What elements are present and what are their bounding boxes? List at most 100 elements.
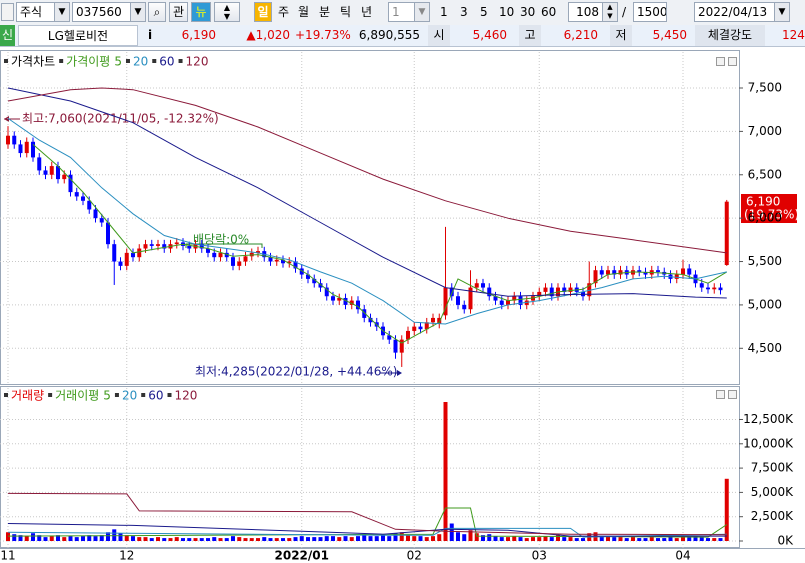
candle-body <box>24 141 29 154</box>
candle-body <box>662 271 667 275</box>
candle-body <box>237 261 242 266</box>
volume-bar <box>424 537 429 542</box>
code-input[interactable]: 037560 ▼ <box>72 2 146 22</box>
news-button[interactable]: 뉴 <box>191 2 211 22</box>
period: 틱 <box>340 5 352 19</box>
volume-bar <box>574 538 579 542</box>
legend-entry: 120 <box>186 55 209 69</box>
volume-bar <box>643 538 648 542</box>
interval-button[interactable]: 5 <box>480 2 494 22</box>
candle-body <box>537 291 542 297</box>
stock-name: LG헬로비전 <box>18 25 138 46</box>
button-label: 뉴 <box>195 5 207 19</box>
candle-body <box>112 244 117 262</box>
total-input[interactable]: 1500 <box>633 2 667 22</box>
interval: 30 <box>520 5 536 19</box>
candle-body <box>306 274 310 279</box>
candle-body <box>412 326 417 331</box>
candle-body <box>474 283 479 288</box>
x-tick-label: 2022/01 <box>275 549 329 563</box>
count-input[interactable]: 108 ▲ ▼ <box>568 2 618 22</box>
volume-bar <box>449 523 454 542</box>
volume-bar <box>343 536 348 542</box>
event-bracket <box>185 243 263 248</box>
panel-button[interactable] <box>728 57 737 66</box>
candle-body <box>187 245 192 249</box>
candle-body <box>299 268 304 275</box>
period-button[interactable]: 분 <box>319 2 335 22</box>
volume-bar <box>287 538 292 542</box>
volume-bar <box>262 537 267 542</box>
candle-body <box>168 244 173 249</box>
volume-bar <box>518 537 523 542</box>
high-label: 고 <box>519 25 541 46</box>
candle-body <box>124 252 129 266</box>
volume-bar <box>106 532 110 542</box>
candle-body <box>487 287 492 297</box>
candle-body <box>49 166 54 175</box>
volume-bar <box>18 535 23 542</box>
candle-body <box>81 196 85 201</box>
moving-average-line <box>7 492 727 536</box>
panel-button[interactable] <box>716 57 725 66</box>
date-input[interactable]: 2022/04/13 ▼ <box>694 2 790 22</box>
candle-body <box>556 287 560 297</box>
volume-bar <box>706 538 710 542</box>
candle-body <box>243 256 248 262</box>
volume-bar <box>356 536 360 542</box>
period-button[interactable]: 월 <box>298 2 314 22</box>
candle-body <box>481 283 485 288</box>
candle-body <box>443 287 448 316</box>
interval-select[interactable]: 1 ▼ <box>388 2 430 22</box>
date: 2022/04/13 <box>698 5 768 19</box>
interval-button[interactable]: 60 <box>541 2 559 22</box>
candle-body <box>493 296 498 301</box>
legend-marker <box>141 393 146 397</box>
price-panel <box>0 50 740 385</box>
period-button[interactable]: 주 <box>278 2 294 22</box>
candle-body <box>206 248 210 253</box>
market-select[interactable]: 주식 ▼ <box>16 2 70 22</box>
candle-body <box>99 218 104 223</box>
search-button[interactable]: ⌕ <box>148 2 166 22</box>
watch-button[interactable]: 관 <box>169 2 188 22</box>
period-button[interactable]: 일 <box>254 2 272 22</box>
candle-body <box>431 317 435 323</box>
volume-bar <box>431 536 435 542</box>
volume-bar <box>62 537 67 542</box>
candle-body <box>437 317 442 325</box>
interval-button[interactable]: 30 <box>520 2 538 22</box>
menu-icon[interactable] <box>1 3 14 21</box>
volume-bar <box>631 537 635 542</box>
change: ▲1,020 <box>226 25 294 46</box>
period-button[interactable]: 틱 <box>340 2 356 22</box>
name: LG헬로비전 <box>47 29 109 43</box>
moving-average-line <box>7 87 727 254</box>
candle-body <box>324 287 329 297</box>
y-tick-label: 7,500 <box>748 81 782 95</box>
period-button[interactable]: 년 <box>361 2 377 22</box>
volume-bar <box>618 537 623 542</box>
volume-bar <box>131 536 135 542</box>
candle-body <box>562 287 567 292</box>
interval-button[interactable]: 1 <box>440 2 454 22</box>
count: 108 <box>576 5 599 19</box>
volume-bar <box>37 535 42 542</box>
candle-body <box>612 270 617 275</box>
open: 5,460 <box>451 25 517 46</box>
interval-button[interactable]: 3 <box>460 2 474 22</box>
volume-bar <box>349 537 354 542</box>
interval: 3 <box>460 5 468 19</box>
high-text: 6,210 <box>563 28 598 42</box>
info-button[interactable]: i <box>140 25 160 46</box>
spinner[interactable]: ▲ ▼ <box>214 2 240 22</box>
volume-bar <box>256 538 260 542</box>
candle-body <box>293 261 298 269</box>
interval-button[interactable]: 10 <box>499 2 517 22</box>
panel-button[interactable] <box>728 390 737 399</box>
x-tick-label: 02 <box>407 549 422 563</box>
panel-button[interactable] <box>716 390 725 399</box>
volume-bar <box>668 537 673 542</box>
volume-bar <box>56 535 60 542</box>
volume-bar <box>481 535 485 542</box>
